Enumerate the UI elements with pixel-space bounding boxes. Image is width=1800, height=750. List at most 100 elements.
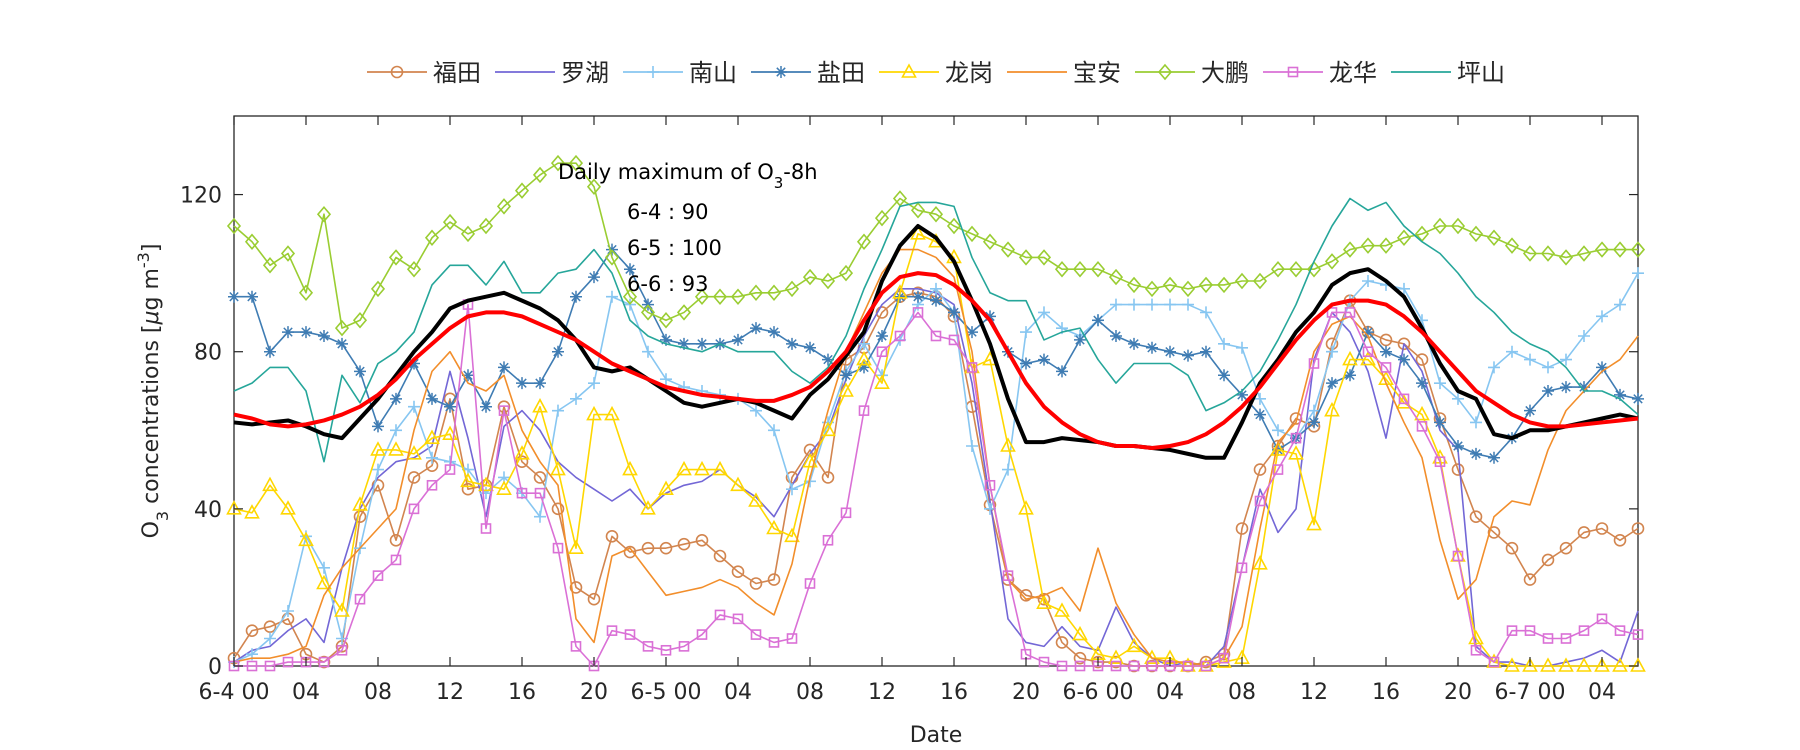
data-point bbox=[876, 346, 888, 358]
data-point bbox=[1524, 353, 1536, 366]
data-point bbox=[732, 613, 744, 625]
data-point bbox=[1308, 416, 1320, 429]
data-point bbox=[388, 249, 404, 266]
data-point bbox=[370, 441, 386, 456]
legend-marker bbox=[390, 65, 404, 79]
data-point bbox=[1558, 249, 1574, 266]
data-point bbox=[658, 312, 674, 329]
data-point bbox=[930, 294, 942, 307]
data-point bbox=[1505, 541, 1519, 555]
data-point bbox=[228, 290, 240, 303]
data-point bbox=[894, 330, 906, 342]
data-point bbox=[1036, 594, 1052, 609]
data-point bbox=[444, 400, 456, 413]
data-point bbox=[1560, 353, 1572, 366]
data-point bbox=[1470, 416, 1482, 429]
data-point bbox=[1326, 307, 1338, 318]
data-point bbox=[928, 205, 944, 223]
data-point bbox=[408, 503, 420, 515]
data-point bbox=[605, 530, 619, 543]
data-point bbox=[802, 453, 818, 468]
data-point bbox=[1000, 437, 1016, 452]
data-point bbox=[334, 319, 350, 337]
data-point bbox=[498, 405, 510, 416]
series-坪山 bbox=[233, 197, 1639, 463]
data-point bbox=[264, 632, 276, 645]
series-南山 bbox=[228, 267, 1644, 669]
data-point bbox=[1396, 394, 1412, 409]
x-tick-label: 6-7 00 bbox=[1495, 680, 1566, 705]
data-point bbox=[966, 440, 978, 452]
data-point bbox=[1234, 272, 1250, 290]
data-point bbox=[1398, 353, 1410, 366]
data-point bbox=[1235, 522, 1249, 535]
data-point bbox=[1434, 416, 1446, 429]
data-point bbox=[642, 345, 654, 358]
data-point bbox=[676, 460, 692, 476]
data-point bbox=[552, 345, 564, 358]
legend-item-龙华: 龙华 bbox=[1263, 59, 1377, 87]
data-point bbox=[586, 178, 602, 195]
data-point bbox=[1182, 298, 1194, 311]
series-大鹏 bbox=[226, 154, 1646, 337]
data-point bbox=[750, 322, 762, 335]
data-point bbox=[460, 472, 476, 488]
data-point bbox=[856, 233, 872, 250]
data-point bbox=[514, 445, 530, 460]
legend-marker bbox=[647, 66, 659, 78]
data-point bbox=[514, 182, 530, 199]
data-point bbox=[426, 392, 438, 405]
legend-item-宝安: 宝安 bbox=[1007, 59, 1121, 87]
series-line bbox=[233, 197, 1639, 463]
data-point bbox=[786, 483, 798, 496]
data-point bbox=[948, 306, 960, 319]
data-point bbox=[460, 225, 476, 243]
data-point bbox=[874, 374, 890, 389]
x-tick-label: 04 bbox=[1588, 680, 1616, 705]
data-point bbox=[1488, 361, 1500, 374]
data-point bbox=[1523, 573, 1537, 586]
data-point bbox=[532, 398, 548, 413]
data-point bbox=[1182, 349, 1194, 362]
data-point bbox=[1324, 401, 1340, 417]
data-point bbox=[1486, 229, 1502, 247]
data-point bbox=[1018, 500, 1034, 515]
data-point bbox=[912, 290, 924, 303]
data-point bbox=[1056, 660, 1068, 672]
data-point bbox=[1164, 298, 1176, 311]
data-point bbox=[336, 644, 348, 656]
data-point bbox=[390, 424, 402, 437]
series-宝安 bbox=[233, 248, 1639, 667]
legend-label: 南山 bbox=[689, 59, 737, 87]
x-tick-label: 12 bbox=[1300, 680, 1328, 705]
data-point bbox=[1506, 345, 1518, 358]
data-point bbox=[838, 382, 854, 397]
x-axis-title: Date bbox=[910, 723, 963, 748]
data-point bbox=[604, 249, 620, 266]
data-point bbox=[588, 271, 600, 284]
data-point bbox=[1560, 381, 1572, 394]
data-point bbox=[551, 502, 565, 516]
data-point bbox=[318, 330, 330, 342]
data-point bbox=[570, 392, 582, 405]
data-point bbox=[1074, 333, 1086, 346]
data-point bbox=[1396, 229, 1412, 247]
legend-item-龙岗: 龙岗 bbox=[879, 59, 993, 87]
data-point bbox=[1524, 625, 1536, 636]
data-point bbox=[892, 190, 908, 207]
data-point bbox=[480, 523, 492, 534]
x-tick-label: 04 bbox=[1156, 680, 1184, 705]
data-point bbox=[1614, 625, 1626, 636]
data-point bbox=[1200, 345, 1212, 358]
data-point bbox=[282, 326, 294, 339]
data-point bbox=[804, 341, 816, 354]
data-point bbox=[1002, 463, 1014, 476]
data-point bbox=[1254, 392, 1266, 405]
data-point bbox=[316, 205, 332, 223]
data-point bbox=[480, 400, 492, 413]
data-point bbox=[1217, 647, 1231, 661]
data-point bbox=[462, 369, 474, 382]
data-point bbox=[748, 284, 764, 302]
data-point bbox=[640, 500, 656, 515]
data-point bbox=[1632, 629, 1644, 640]
